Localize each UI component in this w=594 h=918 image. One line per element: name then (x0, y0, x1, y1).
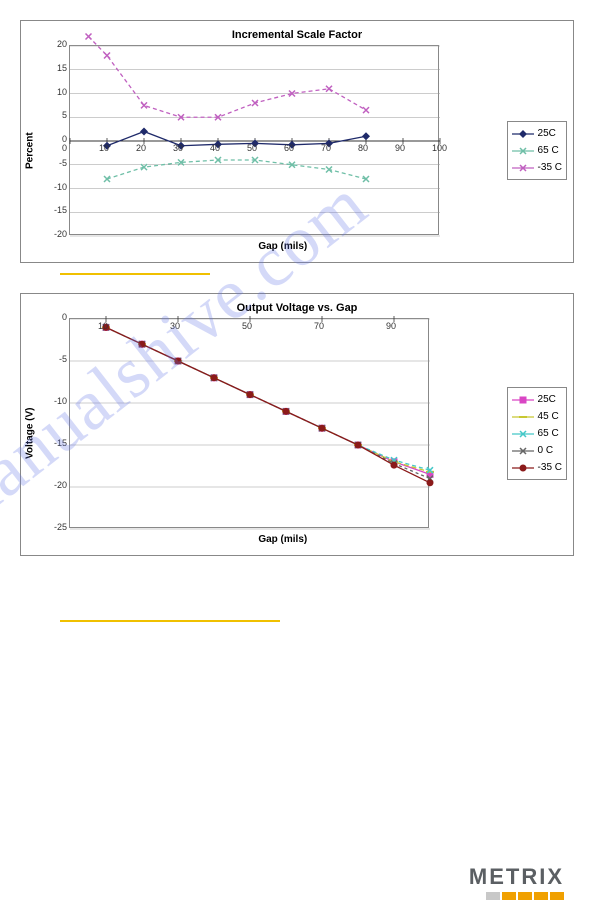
ytick-label: -20 (39, 229, 67, 239)
xtick-label: 80 (358, 143, 368, 153)
xtick-label: 10 (99, 143, 109, 153)
legend-item: -35 C (512, 162, 562, 173)
legend-item: 45 C (512, 411, 559, 422)
legend-label: 0 C (538, 445, 554, 456)
ytick-label: -10 (39, 396, 67, 406)
legend-item: 25C (512, 128, 556, 139)
ytick-label: 20 (39, 39, 67, 49)
xtick-label: 10 (98, 321, 108, 331)
legend-swatch (512, 412, 534, 422)
chart1-ylabel: Percent (21, 45, 39, 256)
legend-label: 25C (538, 394, 556, 405)
legend-label: 65 C (538, 428, 559, 439)
chart2-legend: 25C 45 C 65 C 0 C -35 C (507, 387, 567, 480)
xtick-label: 30 (173, 143, 183, 153)
ytick-label: -5 (39, 158, 67, 168)
legend-swatch (512, 463, 534, 473)
xtick-label: 30 (170, 321, 180, 331)
logo-text: METRIX (469, 864, 564, 890)
xtick-label: 100 (432, 143, 447, 153)
xtick-label: 90 (395, 143, 405, 153)
legend-label: 45 C (538, 411, 559, 422)
logo-bars (469, 892, 564, 900)
legend-label: 25C (538, 128, 556, 139)
legend-item: 25C (512, 394, 556, 405)
chart1-legend: 25C 65 C -35 C (507, 121, 567, 180)
chart2-ylabel: Voltage (V) (21, 318, 39, 549)
xtick-label: 0 (62, 143, 67, 153)
section-divider (60, 273, 210, 275)
ytick-label: -15 (39, 438, 67, 448)
chart-output-voltage-vs-gap: Output Voltage vs. Gap Voltage (V) -25 -2… (20, 293, 574, 556)
legend-swatch (512, 129, 534, 139)
legend-swatch (512, 163, 534, 173)
legend-swatch (512, 395, 534, 405)
xtick-label: 70 (314, 321, 324, 331)
ytick-label: 15 (39, 63, 67, 73)
metrix-logo: METRIX (469, 864, 564, 900)
ytick-label: -20 (39, 480, 67, 490)
ytick-label: 5 (39, 110, 67, 120)
bottom-divider (60, 620, 280, 622)
xtick-label: 50 (242, 321, 252, 331)
chart1-plot-area: 0102030405060708090100 (69, 45, 439, 235)
chart-incremental-scale-factor: Incremental Scale Factor Percent -20 -15 -… (20, 20, 574, 263)
xtick-label: 40 (210, 143, 220, 153)
xtick-label: 50 (247, 143, 257, 153)
ytick-label: -15 (39, 205, 67, 215)
ytick-label: 0 (39, 312, 67, 322)
chart2-ytick-labels: -25-20-15-10-50 (39, 318, 69, 528)
legend-swatch (512, 146, 534, 156)
chart1-xlabel: Gap (mils) (69, 235, 497, 256)
chart2-xlabel: Gap (mils) (69, 528, 497, 549)
xtick-label: 90 (386, 321, 396, 331)
legend-item: -35 C (512, 462, 562, 473)
legend-label: -35 C (538, 462, 562, 473)
legend-item: 0 C (512, 445, 554, 456)
legend-label: -35 C (538, 162, 562, 173)
xtick-label: 60 (284, 143, 294, 153)
ytick-label: -25 (39, 522, 67, 532)
ytick-label: 10 (39, 87, 67, 97)
chart1-ytick-labels: -20-15-10-505101520 (39, 45, 69, 235)
chart1-xtick-labels: 0102030405060708090100 (70, 143, 440, 157)
legend-item: 65 C (512, 145, 559, 156)
chart1-title: Incremental Scale Factor (21, 21, 573, 45)
chart2-xtick-labels: 10 30 50 70 90 (70, 321, 430, 335)
xtick-label: 70 (321, 143, 331, 153)
ytick-label: -5 (39, 354, 67, 364)
chart2-plot-area: 10 30 50 70 90 (69, 318, 429, 528)
chart2-title: Output Voltage vs. Gap (21, 294, 573, 318)
legend-swatch (512, 446, 534, 456)
ytick-label: -10 (39, 182, 67, 192)
legend-label: 65 C (538, 145, 559, 156)
xtick-label: 20 (136, 143, 146, 153)
legend-item: 65 C (512, 428, 559, 439)
legend-swatch (512, 429, 534, 439)
